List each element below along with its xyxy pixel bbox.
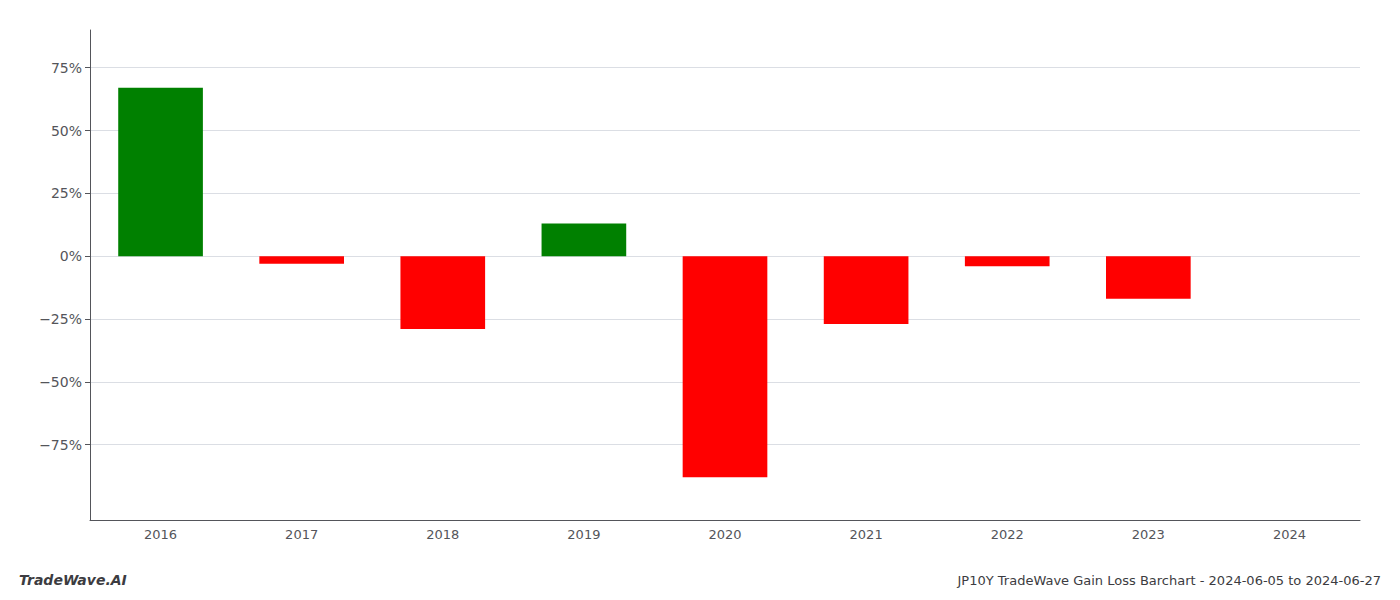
- svg-text:2023: 2023: [1132, 527, 1165, 542]
- svg-text:TradeWave.AI: TradeWave.AI: [19, 572, 127, 588]
- svg-text:2019: 2019: [567, 527, 600, 542]
- svg-text:−75%: −75%: [39, 437, 82, 453]
- svg-text:25%: 25%: [51, 185, 82, 201]
- svg-text:2020: 2020: [708, 527, 741, 542]
- svg-text:2021: 2021: [850, 527, 883, 542]
- svg-text:2017: 2017: [285, 527, 318, 542]
- svg-text:2016: 2016: [144, 527, 177, 542]
- svg-text:2022: 2022: [991, 527, 1024, 542]
- svg-text:−50%: −50%: [39, 374, 82, 390]
- svg-text:0%: 0%: [60, 248, 82, 264]
- svg-text:2024: 2024: [1273, 527, 1306, 542]
- svg-text:75%: 75%: [51, 60, 82, 76]
- svg-text:50%: 50%: [51, 123, 82, 139]
- svg-text:2018: 2018: [426, 527, 459, 542]
- svg-text:JP10Y TradeWave Gain Loss Barc: JP10Y TradeWave Gain Loss Barchart - 202…: [957, 573, 1381, 588]
- svg-text:−25%: −25%: [39, 311, 82, 327]
